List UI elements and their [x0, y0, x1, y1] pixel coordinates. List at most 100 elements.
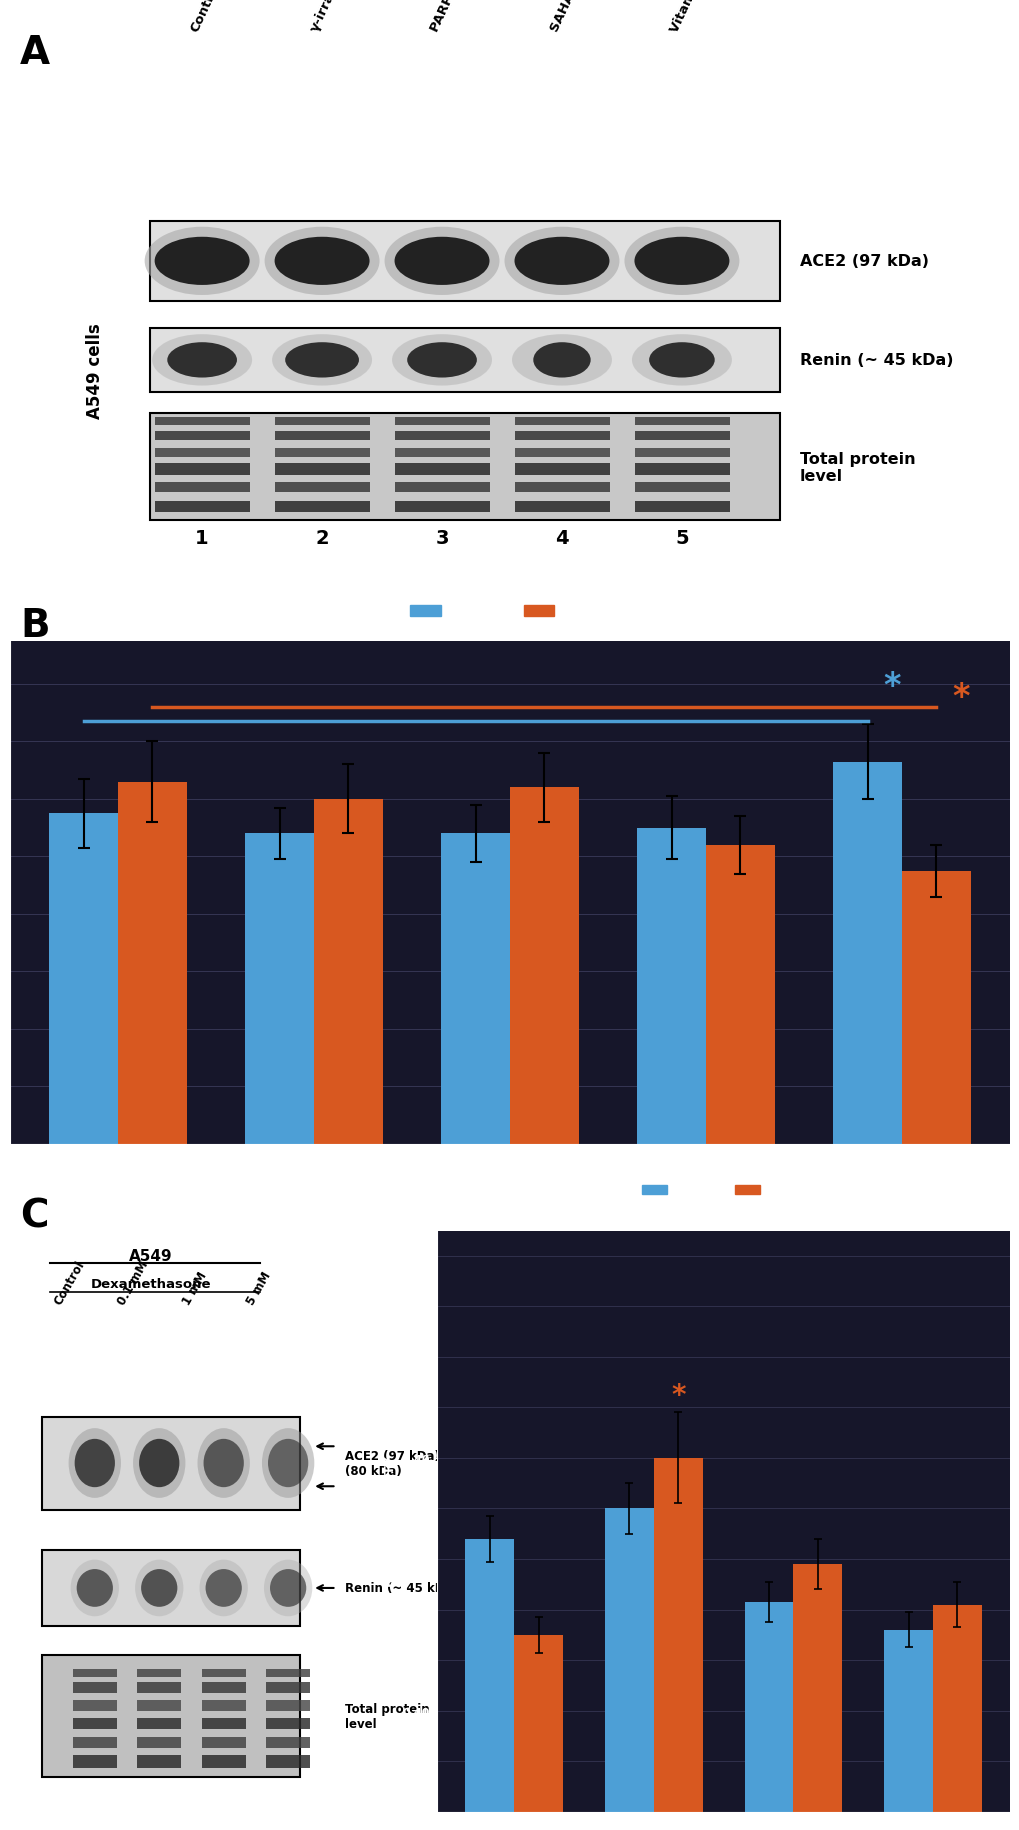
- Ellipse shape: [262, 1429, 314, 1499]
- Bar: [118, 781, 186, 1144]
- FancyBboxPatch shape: [137, 1718, 181, 1729]
- Text: A549 cells: A549 cells: [86, 324, 104, 419]
- Text: Dexamethasone: Dexamethasone: [91, 1277, 211, 1290]
- Text: 4: 4: [554, 529, 569, 547]
- Text: Total protein
level: Total protein level: [344, 1702, 429, 1729]
- FancyBboxPatch shape: [515, 465, 609, 476]
- Bar: [604, 1508, 653, 1812]
- Text: 1: 1: [195, 529, 209, 547]
- FancyBboxPatch shape: [266, 1700, 310, 1711]
- Ellipse shape: [270, 1568, 306, 1607]
- FancyBboxPatch shape: [137, 1669, 181, 1676]
- FancyBboxPatch shape: [275, 448, 370, 458]
- Title: Quantification: Quantification: [437, 622, 582, 640]
- FancyBboxPatch shape: [137, 1737, 181, 1748]
- Text: *: *: [951, 681, 968, 714]
- FancyBboxPatch shape: [72, 1718, 117, 1729]
- Ellipse shape: [384, 227, 499, 296]
- FancyBboxPatch shape: [515, 448, 609, 458]
- FancyBboxPatch shape: [394, 465, 489, 476]
- Title: Quantification: Quantification: [661, 1213, 784, 1228]
- Bar: [510, 789, 578, 1144]
- FancyBboxPatch shape: [394, 501, 489, 512]
- FancyBboxPatch shape: [266, 1718, 310, 1729]
- Ellipse shape: [391, 335, 491, 386]
- FancyBboxPatch shape: [72, 1700, 117, 1711]
- Bar: [49, 814, 118, 1144]
- Text: *: *: [882, 670, 900, 703]
- FancyBboxPatch shape: [634, 448, 730, 458]
- FancyBboxPatch shape: [137, 1700, 181, 1711]
- FancyBboxPatch shape: [266, 1682, 310, 1693]
- Legend: ACE2, Renin: ACE2, Renin: [404, 598, 615, 626]
- Ellipse shape: [70, 1559, 119, 1616]
- Text: Vitamin D2 (100 nM): Vitamin D2 (100 nM): [667, 0, 745, 35]
- FancyBboxPatch shape: [634, 465, 730, 476]
- FancyBboxPatch shape: [634, 501, 730, 512]
- Ellipse shape: [634, 238, 729, 285]
- Ellipse shape: [268, 1438, 308, 1488]
- FancyBboxPatch shape: [150, 329, 780, 393]
- FancyBboxPatch shape: [150, 414, 780, 522]
- Text: 0.1 mM: 0.1 mM: [115, 1257, 151, 1307]
- Ellipse shape: [394, 238, 489, 285]
- Ellipse shape: [198, 1429, 250, 1499]
- Ellipse shape: [264, 1559, 312, 1616]
- Text: 3: 3: [435, 529, 448, 547]
- FancyBboxPatch shape: [394, 417, 489, 426]
- FancyBboxPatch shape: [72, 1682, 117, 1693]
- Ellipse shape: [206, 1568, 242, 1607]
- Ellipse shape: [204, 1438, 244, 1488]
- Ellipse shape: [504, 227, 619, 296]
- Ellipse shape: [512, 335, 611, 386]
- Bar: [901, 871, 970, 1144]
- FancyBboxPatch shape: [515, 417, 609, 426]
- FancyBboxPatch shape: [137, 1682, 181, 1693]
- Ellipse shape: [648, 342, 714, 379]
- Bar: [441, 834, 510, 1144]
- FancyBboxPatch shape: [150, 221, 780, 302]
- FancyBboxPatch shape: [43, 1416, 300, 1510]
- Ellipse shape: [145, 227, 260, 296]
- FancyBboxPatch shape: [202, 1700, 246, 1711]
- FancyBboxPatch shape: [634, 432, 730, 441]
- FancyBboxPatch shape: [275, 432, 370, 441]
- Ellipse shape: [407, 342, 477, 379]
- FancyBboxPatch shape: [202, 1682, 246, 1693]
- FancyBboxPatch shape: [137, 1755, 181, 1768]
- FancyBboxPatch shape: [634, 483, 730, 492]
- FancyBboxPatch shape: [72, 1669, 117, 1676]
- Bar: [793, 1565, 842, 1812]
- Ellipse shape: [132, 1429, 185, 1499]
- Ellipse shape: [68, 1429, 121, 1499]
- Ellipse shape: [533, 342, 590, 379]
- FancyBboxPatch shape: [202, 1669, 246, 1676]
- Legend: ACE2, Renin: ACE2, Renin: [637, 1179, 809, 1202]
- Ellipse shape: [264, 227, 379, 296]
- Ellipse shape: [514, 238, 609, 285]
- Ellipse shape: [76, 1568, 113, 1607]
- Text: Control: Control: [51, 1257, 87, 1307]
- Ellipse shape: [167, 342, 236, 379]
- Ellipse shape: [632, 335, 732, 386]
- Ellipse shape: [74, 1438, 115, 1488]
- Bar: [314, 800, 382, 1144]
- FancyBboxPatch shape: [72, 1755, 117, 1768]
- Ellipse shape: [152, 335, 252, 386]
- Text: 2: 2: [315, 529, 328, 547]
- Text: Renin (~ 45 kDa): Renin (~ 45 kDa): [799, 353, 953, 368]
- FancyBboxPatch shape: [72, 1737, 117, 1748]
- FancyBboxPatch shape: [155, 465, 250, 476]
- FancyBboxPatch shape: [275, 465, 370, 476]
- Bar: [833, 761, 901, 1144]
- Text: ACE2 (97 kDa)
(80 kDa): ACE2 (97 kDa) (80 kDa): [344, 1449, 439, 1477]
- Text: Control: Control: [189, 0, 223, 35]
- Text: Total protein
level: Total protein level: [799, 452, 915, 483]
- Ellipse shape: [135, 1559, 183, 1616]
- Ellipse shape: [272, 335, 372, 386]
- Text: γ-irradiation: γ-irradiation: [308, 0, 360, 35]
- Bar: [705, 845, 773, 1144]
- Text: A549: A549: [129, 1248, 173, 1263]
- Text: C: C: [20, 1197, 49, 1235]
- FancyBboxPatch shape: [155, 448, 250, 458]
